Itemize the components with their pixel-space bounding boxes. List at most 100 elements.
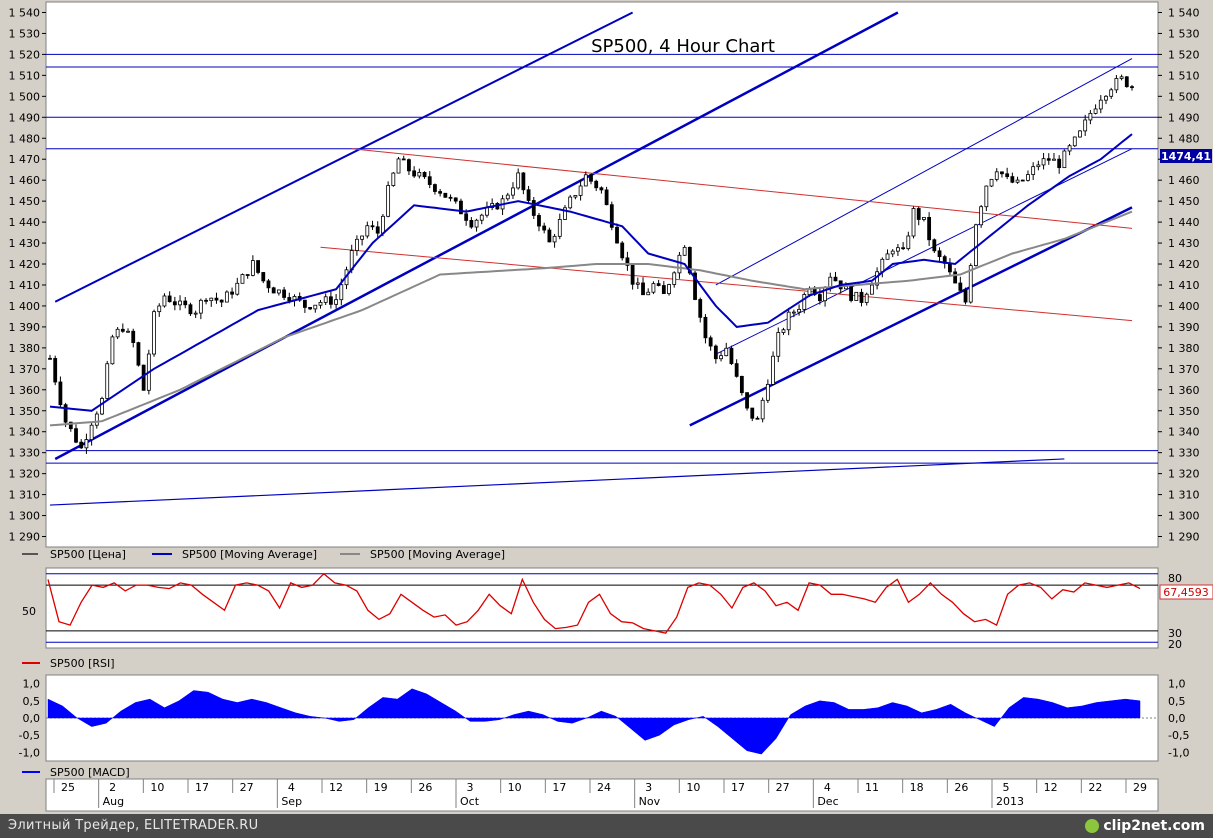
candle-body — [786, 311, 791, 331]
candle-body — [849, 285, 853, 301]
day-tick-label: 29 — [1133, 781, 1147, 794]
candle-body — [266, 280, 271, 289]
candle-body — [193, 312, 198, 315]
candle-body — [1088, 112, 1093, 121]
candle-body — [589, 174, 593, 182]
rsi-panel: 50 80 30 20 67,4593 SP500 [RSI] — [22, 567, 1213, 670]
candle-body — [381, 215, 385, 234]
month-label: Dec — [817, 795, 838, 808]
candle-body — [729, 347, 734, 365]
candle-body — [625, 257, 630, 266]
month-label: Oct — [460, 795, 480, 808]
site-credit: Элитный Трейдер, ELITETRADER.RU — [8, 818, 259, 833]
thin-channel-top — [715, 58, 1133, 286]
candle-body — [911, 208, 916, 237]
candle-body — [1005, 173, 1010, 178]
candle-body — [110, 336, 115, 365]
month-label: 2013 — [996, 795, 1024, 808]
candle-body — [479, 214, 484, 221]
candle-body — [599, 187, 604, 191]
candle-body — [464, 213, 469, 221]
candle-body — [1098, 99, 1103, 110]
candle-body — [641, 282, 645, 296]
candle-body — [901, 247, 906, 250]
y-tick-label-left: 1 400 — [9, 300, 41, 313]
macd-tick-left: -0,5 — [19, 729, 40, 742]
candle-body — [178, 300, 182, 306]
candle-body — [443, 192, 448, 198]
candle-body — [708, 337, 713, 347]
candle-body — [547, 229, 552, 243]
day-tick-label: 18 — [910, 781, 924, 794]
candle-body — [781, 329, 786, 333]
candle-body — [916, 208, 921, 220]
red-trend-bottom — [320, 246, 1133, 322]
candle-body — [870, 284, 874, 295]
candle-body — [698, 299, 703, 318]
candle-body — [557, 219, 562, 237]
candle-body — [1083, 119, 1088, 132]
candle-body — [958, 282, 963, 291]
candle-body — [256, 260, 260, 273]
y-tick-label-left: 1 340 — [9, 426, 41, 439]
rsi-axis-50: 50 — [22, 605, 36, 618]
y-tick-label-left: 1 310 — [9, 489, 41, 502]
candle-body — [261, 272, 266, 282]
macd-tick-right: 0,0 — [1168, 712, 1186, 725]
candle-body — [136, 342, 141, 366]
candle-body — [448, 196, 453, 199]
y-tick-label-left: 1 290 — [9, 531, 41, 544]
candle-body — [1078, 130, 1082, 138]
candle-body — [282, 289, 286, 298]
candle-body — [739, 375, 744, 394]
candle-body — [505, 194, 510, 200]
candle-body — [58, 381, 63, 406]
candle-body — [979, 206, 984, 226]
candle-body — [474, 219, 479, 228]
candle-body — [609, 204, 614, 228]
candle-body — [1124, 76, 1129, 88]
candle-body — [687, 246, 692, 274]
legend-macd: SP500 [MACD] — [50, 766, 130, 779]
day-tick-label: 2 — [109, 781, 116, 794]
y-tick-label-right: 1 370 — [1168, 363, 1200, 376]
candle-body — [937, 250, 942, 258]
macd-panel: 1,0 1,0 0,5 0,5 0,0 0,0 -0,5 -0,5 -1,0 -1,0 SP500… — [19, 674, 1189, 779]
clip2net-brand[interactable]: clip2net.com — [1085, 816, 1205, 836]
macd-tick-left: 0,0 — [23, 712, 41, 725]
candle-body — [167, 295, 172, 303]
candle-body — [240, 274, 245, 284]
candle-body — [94, 413, 99, 426]
candle-body — [250, 260, 255, 276]
macd-tick-right: 0,5 — [1168, 695, 1186, 708]
day-tick-label: 5 — [1003, 781, 1010, 794]
y-tick-label-left: 1 370 — [9, 363, 41, 376]
y-tick-label-left: 1 420 — [9, 258, 41, 271]
candle-body — [963, 289, 968, 303]
candle-body — [230, 291, 234, 295]
candle-body — [594, 180, 599, 189]
candle-body — [48, 357, 52, 360]
trend-channel-upper — [54, 11, 634, 303]
day-tick-label: 27 — [240, 781, 254, 794]
candle-body — [552, 235, 557, 243]
y-tick-label-left: 1 300 — [9, 510, 41, 523]
day-tick-label: 11 — [865, 781, 879, 794]
month-label: Aug — [103, 795, 124, 808]
candle-body — [984, 185, 989, 208]
candle-body — [667, 284, 671, 294]
candle-body — [677, 254, 682, 274]
candle-body — [485, 207, 489, 216]
last-price-label: 1474,41 — [1161, 150, 1211, 163]
candle-body — [537, 215, 541, 227]
y-tick-label-right: 1 410 — [1168, 279, 1200, 292]
candle-body — [745, 392, 749, 409]
macd-tick-right: -1,0 — [1168, 746, 1189, 759]
candle-body — [162, 295, 167, 307]
long-support-line — [49, 458, 1065, 506]
candle-body — [1093, 108, 1098, 114]
y-tick-label-left: 1 540 — [9, 6, 41, 19]
candle-body — [198, 299, 203, 314]
candle-body — [713, 345, 718, 360]
candle-body — [318, 301, 323, 306]
